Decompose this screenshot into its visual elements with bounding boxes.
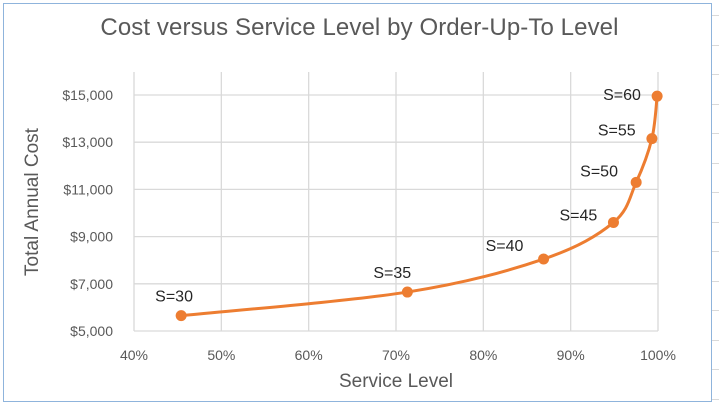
sheet-row-line (712, 399, 719, 400)
sheet-row-line (712, 104, 719, 105)
chart-title: Cost versus Service Level by Order-Up-To… (100, 14, 619, 41)
sheet-row-line (712, 15, 719, 16)
sheet-row-line (712, 251, 719, 252)
y-tick-label: $15,000 (62, 87, 113, 103)
sheet-row-line (712, 192, 719, 193)
x-tick-label: 60% (295, 347, 323, 363)
data-point-marker (630, 176, 642, 188)
y-tick-label: $9,000 (70, 229, 113, 245)
gridlines (133, 72, 659, 332)
data-series (175, 90, 663, 322)
y-axis-tick-labels: $5,000 $7,000 $9,000 $11,000 $13,000 $15,000 (62, 87, 113, 339)
sheet-row-line (712, 281, 719, 282)
sheet-row-line (712, 310, 719, 311)
x-axis-title: Service Level (338, 371, 454, 392)
x-tick-label: 40% (120, 347, 148, 363)
sheet-row-line (712, 369, 719, 370)
sheet-row-line (712, 222, 719, 223)
data-point-label: S=35 (373, 265, 411, 282)
series-line (179, 94, 659, 318)
y-tick-label: $5,000 (70, 323, 113, 339)
data-labels: S=30 S=35 S=40 S=45 S=50 S=55 S=60 (155, 87, 641, 305)
y-tick-label: $11,000 (63, 181, 113, 197)
data-point-marker (538, 253, 550, 265)
y-tick-label: $13,000 (62, 134, 113, 150)
data-point-label: S=50 (580, 163, 618, 180)
data-point-marker (651, 90, 663, 102)
x-axis-tick-labels: 40% 50% 60% 70% 80% 90% 100% (120, 347, 676, 363)
x-tick-label: 90% (557, 347, 585, 363)
x-tick-label: 70% (382, 347, 410, 363)
data-point-marker (175, 310, 187, 322)
data-point-marker (646, 133, 658, 145)
sheet-row-line (712, 74, 719, 75)
data-point-marker (607, 216, 619, 228)
data-point-label: S=60 (603, 87, 641, 104)
sheet-row-line (712, 163, 719, 164)
y-tick-label: $7,000 (70, 276, 113, 292)
data-point-label: S=55 (598, 123, 636, 140)
sheet-row-line (712, 45, 719, 46)
chart-frame (3, 3, 712, 402)
sheet-row-line (712, 133, 719, 134)
data-point-label: S=45 (559, 207, 597, 224)
x-tick-label: 50% (207, 347, 235, 363)
data-point-marker (401, 286, 413, 298)
x-tick-label: 100% (640, 347, 676, 363)
x-tick-label: 80% (469, 347, 497, 363)
data-point-label: S=40 (486, 238, 524, 255)
spreadsheet-row-lines (712, 0, 719, 407)
data-point-label: S=30 (155, 289, 193, 306)
sheet-row-line (712, 340, 719, 341)
